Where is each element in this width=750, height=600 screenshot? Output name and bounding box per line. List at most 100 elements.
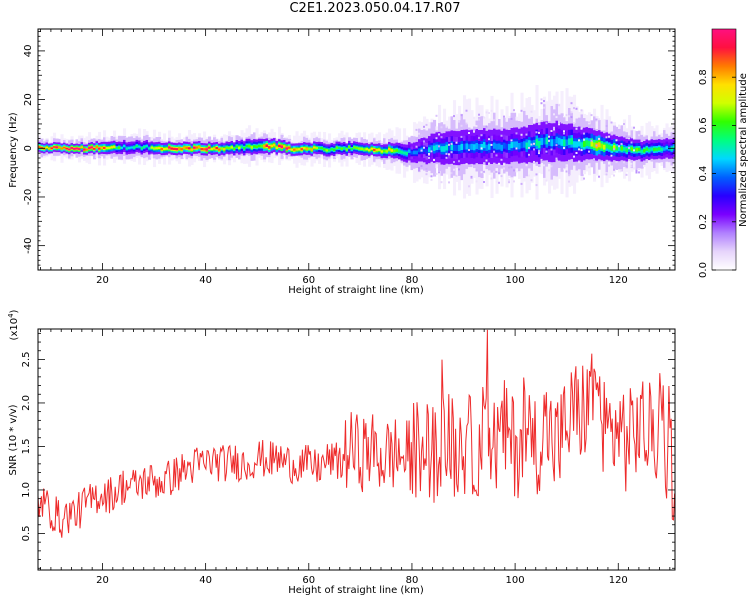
heatmap-cell [510,166,513,169]
heatmap-cell [455,145,459,152]
heatmap-cell [50,147,54,150]
heatmap-cell [160,148,164,151]
heatmap-cell [305,147,309,150]
heatmap-cell [535,184,538,187]
heatmap-cell [643,149,647,153]
heatmap-cell [68,148,72,151]
heatmap-cell [420,165,423,168]
heatmap-cell [535,173,538,176]
heatmap-cell [98,147,102,150]
heatmap-cell [498,162,500,165]
heatmap-cell [635,168,638,171]
heatmap-cell [318,146,322,149]
heatmap-cell [623,165,625,167]
heatmap-cell [210,147,214,151]
heatmap-cell [515,161,518,164]
heatmap-cell [625,165,628,168]
heatmap-cell [345,148,349,151]
heatmap-cell [360,147,364,150]
heatmap-cell [588,150,590,153]
heatmap-cell [470,143,474,150]
heatmap-cell [90,146,94,149]
heatmap-cell [473,117,475,120]
heatmap-cell [598,142,602,148]
heatmap-cell [453,144,457,151]
heatmap-cell [530,179,533,182]
heatmap-cell [398,149,402,153]
heatmap-cell [433,145,437,151]
heatmap-cell [543,100,545,102]
heatmap-cell [620,143,623,145]
heatmap-cell [570,102,573,105]
heatmap-cell [460,114,463,117]
heatmap-cell [513,169,515,172]
heatmap-cell [465,163,468,166]
heatmap-cell [215,147,219,150]
heatmap-cell [65,147,69,150]
heatmap-cell [73,148,77,150]
heatmap-cell [288,146,292,149]
heatmap-cell [578,139,580,142]
heatmap-cell [623,161,625,164]
heatmap-cell [128,146,132,150]
heatmap-cell [590,139,593,142]
heatmap-cell [325,149,329,152]
heatmap-cell [588,121,590,124]
heatmap-cell [633,126,635,129]
heatmap-cell [460,135,463,138]
heatmap-cell [563,132,565,135]
heatmap-cell [605,143,609,149]
heatmap-cell [545,137,549,145]
spectrogram-ticks: 20 40 60 80 100 120 -40 -20 0 20 40 [23,29,675,286]
heatmap-cell [555,116,558,119]
heatmap-cell [165,147,169,150]
heatmap-cell [500,175,503,178]
heatmap-cell [613,174,615,177]
heatmap-cell [563,139,567,147]
heatmap-cell [595,144,598,147]
heatmap-cell [610,154,613,157]
heatmap-cell [498,172,500,175]
heatmap-cell [638,147,642,152]
heatmap-cell [435,144,439,150]
heatmap-cell [78,148,82,150]
heatmap-cell [608,131,610,134]
heatmap-cell [580,149,583,152]
heatmap-cell [133,146,137,149]
heatmap-cell [328,149,332,152]
heatmap-cell [385,150,389,153]
heatmap-cell [475,143,479,150]
heatmap-cell [213,147,217,150]
heatmap-cell [365,148,369,151]
heatmap-cell [440,136,443,139]
heatmap-cell [418,169,420,172]
heatmap-cell [295,148,299,151]
heatmap-cell [410,151,414,155]
heatmap-cell [563,147,565,149]
heatmap-cell [115,147,119,150]
heatmap-cell [218,148,222,151]
heatmap-cell [435,137,438,140]
heatmap-cell [138,145,142,148]
heatmap-cell [83,148,87,151]
heatmap-cell [258,144,262,148]
heatmap-cell [475,125,478,128]
heatmap-cell [510,117,513,120]
heatmap-cell [608,144,612,150]
heatmap-cell [245,144,249,148]
snr-panel: 20 40 60 80 100 120 0.5 1.0 1.5 2.0 2.5 Height of … [7,309,676,596]
colorbar-ticks: 0.0 0.2 0.4 0.6 0.8 [698,69,736,278]
heatmap-cell [400,150,404,154]
heatmap-cell [448,153,450,156]
heatmap-cell [615,129,618,132]
heatmap-cell [575,127,578,130]
x-tick-label: 60 [302,575,315,586]
heatmap-cell [630,141,633,144]
heatmap-cell [550,148,553,151]
heatmap-cell [618,163,620,166]
heatmap-cell [458,145,462,152]
heatmap-cell [80,146,84,148]
heatmap-cell [490,143,493,146]
heatmap-cell [458,160,460,163]
heatmap-cell [283,145,287,148]
